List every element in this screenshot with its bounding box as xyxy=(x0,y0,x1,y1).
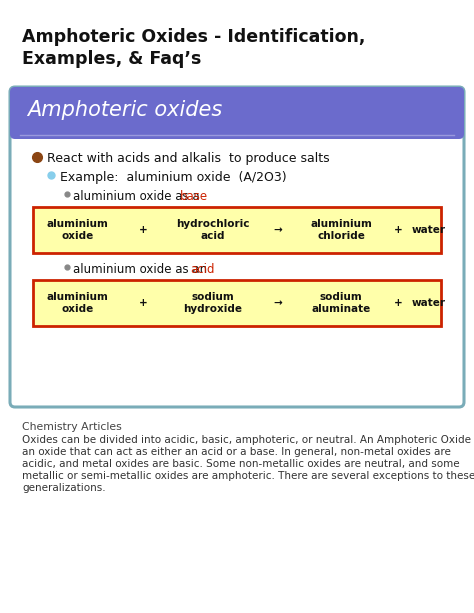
Text: aluminium
oxide: aluminium oxide xyxy=(47,292,109,314)
Bar xyxy=(33,207,441,253)
Text: Oxides can be divided into acidic, basic, amphoteric, or neutral. An Amphoteric : Oxides can be divided into acidic, basic… xyxy=(22,435,474,445)
Text: Amphoteric oxides: Amphoteric oxides xyxy=(27,100,222,120)
Text: acid: acid xyxy=(190,263,215,276)
Text: aluminium
oxide: aluminium oxide xyxy=(47,219,109,241)
FancyBboxPatch shape xyxy=(10,87,464,139)
Text: water: water xyxy=(412,298,446,308)
Text: hydrochloric
acid: hydrochloric acid xyxy=(176,219,249,241)
Text: Example:  aluminium oxide  (A/2O3): Example: aluminium oxide (A/2O3) xyxy=(60,171,287,184)
Text: →: → xyxy=(273,225,282,235)
Text: Amphoteric Oxides - Identification,: Amphoteric Oxides - Identification, xyxy=(22,28,365,46)
Text: sodium
hydroxide: sodium hydroxide xyxy=(183,292,242,314)
Text: Examples, & Faq’s: Examples, & Faq’s xyxy=(22,50,201,68)
Text: water: water xyxy=(412,225,446,235)
Text: base: base xyxy=(180,190,208,203)
Bar xyxy=(15,113,459,134)
Text: generalizations.: generalizations. xyxy=(22,483,106,493)
Text: +: + xyxy=(394,225,402,235)
Text: aluminium
chloride: aluminium chloride xyxy=(310,219,372,241)
Text: +: + xyxy=(139,225,147,235)
Text: →: → xyxy=(273,298,282,308)
Text: acidic, and metal oxides are basic. Some non-metallic oxides are neutral, and so: acidic, and metal oxides are basic. Some… xyxy=(22,459,460,469)
FancyBboxPatch shape xyxy=(10,87,464,407)
Text: +: + xyxy=(139,298,147,308)
Text: React with acids and alkalis  to produce salts: React with acids and alkalis to produce … xyxy=(47,152,329,165)
Text: Chemistry Articles: Chemistry Articles xyxy=(22,422,122,432)
Text: an oxide that can act as either an acid or a base. In general, non-metal oxides : an oxide that can act as either an acid … xyxy=(22,447,451,457)
Text: aluminium oxide as a: aluminium oxide as a xyxy=(73,190,203,203)
Text: metallic or semi-metallic oxides are amphoteric. There are several exceptions to: metallic or semi-metallic oxides are amp… xyxy=(22,471,474,481)
Text: sodium
aluminate: sodium aluminate xyxy=(311,292,371,314)
Text: aluminium oxide as an: aluminium oxide as an xyxy=(73,263,211,276)
Text: +: + xyxy=(394,298,402,308)
Bar xyxy=(33,280,441,326)
